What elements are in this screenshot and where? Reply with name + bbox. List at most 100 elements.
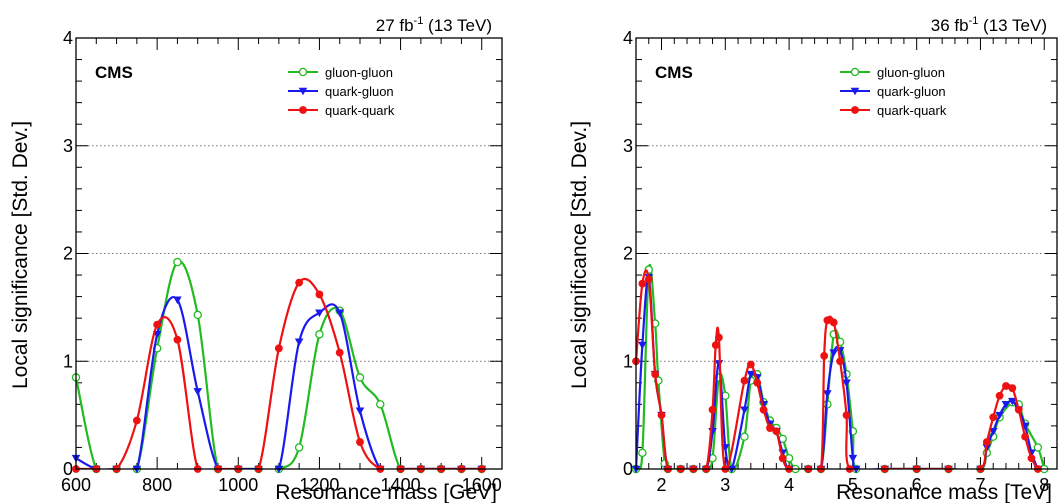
data-point-quark-gluon xyxy=(995,411,1004,420)
data-point-quark-quark xyxy=(995,391,1004,400)
x-axis-label-right: Resonance mass [TeV] xyxy=(836,481,1052,503)
data-point-quark-gluon xyxy=(1001,401,1011,409)
data-point-quark-gluon xyxy=(988,427,998,436)
data-point-quark-quark xyxy=(753,378,762,387)
data-point-quark-gluon xyxy=(848,454,858,463)
x-tick-label-8: 8 xyxy=(1039,475,1049,495)
data-point-quark-quark xyxy=(766,424,774,432)
data-point-quark-quark xyxy=(836,357,845,366)
lumi-label-right: 36 fb-1 (13 TeV) xyxy=(931,15,1047,35)
plot-frame-left xyxy=(75,37,503,470)
data-point-quark-quark xyxy=(823,316,832,325)
legend-label-quark-quark: quark-quark xyxy=(325,103,395,118)
data-point-quark-gluon xyxy=(173,296,182,305)
lumi-value-right: 36 fb xyxy=(931,16,969,35)
legend-marker-gluon-gluon xyxy=(298,67,308,77)
legend-item-gluon-gluon: gluon-gluon xyxy=(840,65,945,80)
lumi-exp-left: -1 xyxy=(414,15,424,27)
legend-marker-quark-gluon xyxy=(298,87,308,96)
grid-left xyxy=(76,145,502,362)
data-point-quark-quark xyxy=(772,427,781,436)
series-quark-quark xyxy=(72,277,486,473)
lumi-value-left: 27 fb xyxy=(376,16,414,35)
series-right xyxy=(631,264,1049,474)
y-tick-label-3: 3 xyxy=(63,136,73,156)
legend-label-gluon-gluon: gluon-gluon xyxy=(877,65,945,80)
series-gluon-gluon xyxy=(71,257,486,474)
legend-item-quark-gluon: quark-gluon xyxy=(288,84,394,99)
data-point-quark-quark xyxy=(989,413,998,422)
data-point-quark-quark xyxy=(759,405,768,414)
x-tick-label-2: 2 xyxy=(657,475,667,495)
data-point-quark-quark xyxy=(1027,454,1036,463)
series-line-quark-gluon xyxy=(76,296,482,469)
legend-item-gluon-gluon: gluon-gluon xyxy=(288,65,393,80)
data-point-quark-gluon xyxy=(842,379,851,388)
y-tick-label-4: 4 xyxy=(623,28,633,48)
data-point-quark-quark xyxy=(153,320,162,329)
y-tick-label-3: 3 xyxy=(623,136,633,156)
x-tick-label-5: 5 xyxy=(848,475,858,495)
x-tick-label-1200: 1200 xyxy=(299,475,339,495)
data-point-quark-quark xyxy=(356,438,364,446)
legend-marker-gluon-gluon xyxy=(850,67,860,77)
data-point-gluon-gluon xyxy=(740,432,749,441)
x-tick-label-800: 800 xyxy=(142,475,172,495)
data-point-gluon-gluon xyxy=(315,330,324,339)
data-point-quark-quark xyxy=(820,351,829,360)
data-point-quark-quark xyxy=(638,279,647,288)
legend-marker-quark-quark xyxy=(299,106,307,114)
legend-label-gluon-gluon: gluon-gluon xyxy=(325,65,393,80)
y-axis-label-left: Local significance [Std. Dev.] xyxy=(9,121,32,389)
y-tick-label-1: 1 xyxy=(63,351,73,371)
data-point-quark-quark xyxy=(132,416,141,425)
ticks-left: 600 800 1000 1200 1400 1600 0 1 2 3 4 xyxy=(61,28,503,495)
data-point-quark-quark xyxy=(708,405,717,414)
legend-label-quark-quark: quark-quark xyxy=(877,103,947,118)
series-quark-gluon xyxy=(71,296,487,474)
data-point-quark-quark xyxy=(1002,382,1010,390)
lumi-energy-right: (13 TeV) xyxy=(978,16,1047,35)
data-point-quark-quark xyxy=(651,370,660,379)
data-point-quark-quark xyxy=(295,278,304,287)
data-point-quark-quark xyxy=(657,411,666,420)
x-tick-label-600: 600 xyxy=(61,475,91,495)
lumi-exp-right: -1 xyxy=(969,15,979,27)
data-point-quark-gluon xyxy=(823,390,832,398)
data-point-gluon-gluon xyxy=(355,373,365,382)
series-line-quark-gluon xyxy=(636,276,1039,469)
x-tick-label-4: 4 xyxy=(784,475,794,495)
y-tick-label-0: 0 xyxy=(623,459,633,479)
lumi-energy-left: (13 TeV) xyxy=(423,16,492,35)
x-axis-label-left: Resonance mass [GeV] xyxy=(275,481,497,503)
data-point-quark-gluon xyxy=(294,338,304,347)
data-point-gluon-gluon xyxy=(294,443,304,452)
x-tick-label-1600: 1600 xyxy=(462,475,502,495)
legend-marker-quark-gluon xyxy=(850,87,860,96)
data-point-quark-gluon xyxy=(740,406,749,415)
data-point-quark-quark xyxy=(829,318,838,327)
y-tick-label-2: 2 xyxy=(623,244,633,264)
data-point-quark-quark xyxy=(1008,384,1017,393)
data-point-quark-gluon xyxy=(1008,397,1017,406)
plot-frame-right xyxy=(635,37,1058,470)
series-left xyxy=(71,257,487,474)
legend-label-quark-gluon: quark-gluon xyxy=(325,84,394,99)
legend-item-quark-quark: quark-quark xyxy=(288,103,395,118)
data-point-quark-gluon xyxy=(193,388,203,396)
legend-right: gluon-gluon quark-gluon quark-quark xyxy=(840,65,947,118)
lumi-label-left: 27 fb-1 (13 TeV) xyxy=(376,15,492,35)
data-point-quark-quark xyxy=(1014,405,1023,414)
series-line-gluon-gluon xyxy=(76,260,482,469)
data-point-quark-gluon xyxy=(746,370,756,379)
legend-item-quark-quark: quark-quark xyxy=(840,103,947,118)
x-tick-label-6: 6 xyxy=(912,475,922,495)
data-point-gluon-gluon xyxy=(193,310,202,320)
series-line-quark-quark xyxy=(636,269,1039,469)
legend-marker-quark-quark xyxy=(851,106,859,114)
data-point-quark-gluon xyxy=(829,349,839,357)
data-point-quark-quark xyxy=(746,360,755,369)
y-tick-label-1: 1 xyxy=(623,351,633,371)
data-point-gluon-gluon xyxy=(638,448,647,458)
